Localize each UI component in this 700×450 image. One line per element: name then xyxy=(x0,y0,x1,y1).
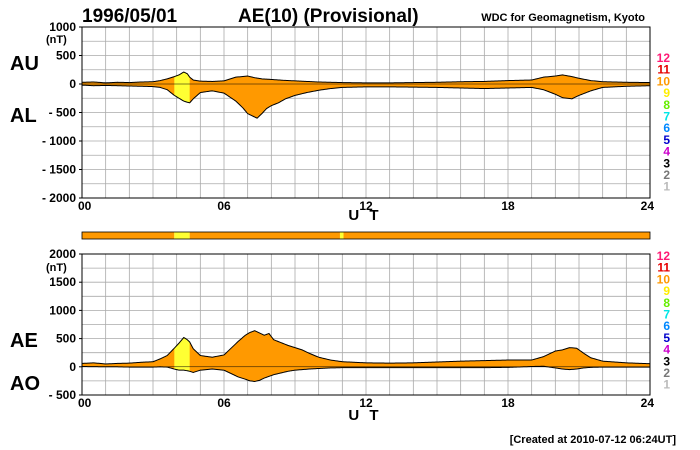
legend-number: 5 xyxy=(663,331,670,345)
x-tick-label: 24 xyxy=(641,396,655,410)
legend-number: 11 xyxy=(657,63,670,77)
status-bar xyxy=(81,231,651,240)
legend-number: 10 xyxy=(657,272,671,286)
series-line-ao xyxy=(81,365,650,382)
y-tick-label: 2000 xyxy=(49,247,76,261)
legend-number: 2 xyxy=(663,366,670,380)
status-bar-segment xyxy=(343,232,650,239)
y-tick-label: 500 xyxy=(56,49,76,63)
y-tick-label: 0 xyxy=(69,360,76,374)
x-tick-label: 24 xyxy=(641,199,655,213)
area-fill xyxy=(82,330,650,382)
au-al-lines xyxy=(81,71,651,119)
series-line-al xyxy=(81,84,651,119)
x-tick-label: 18 xyxy=(501,199,515,213)
au-label: AU xyxy=(10,53,39,75)
legend-number: 10 xyxy=(657,74,671,88)
x-tick-label: 12 xyxy=(359,396,373,410)
legend-number: 8 xyxy=(663,296,670,310)
area-fill-highlight xyxy=(174,337,190,372)
ae-ao-x-ticks: 00 06 12 18 24 xyxy=(78,396,654,410)
au-al-y-ticks: 1000 500 0 - 500 - 1000 - 1500 - 2000 xyxy=(42,20,82,205)
legend-number: 5 xyxy=(663,133,670,147)
plot-date: 1996/05/01 xyxy=(82,6,178,27)
legend-number: 2 xyxy=(663,168,670,182)
y-tick-label: 0 xyxy=(69,77,76,91)
legend-number: 9 xyxy=(663,86,670,100)
au-al-unit: (nT) xyxy=(46,34,67,46)
ae-ao-grid xyxy=(82,254,650,395)
status-bar-segment xyxy=(82,232,175,239)
au-al-panel: 1000 500 0 - 500 - 1000 - 1500 - 2000 00 06 12 18… xyxy=(10,20,654,224)
legend-number: 3 xyxy=(663,156,670,170)
legend-number: 8 xyxy=(663,98,670,112)
y-tick-label: 1000 xyxy=(49,20,76,34)
legend-number: 3 xyxy=(663,354,670,368)
legend-number: 7 xyxy=(663,110,670,124)
x-tick-label: 06 xyxy=(217,199,231,213)
ae-ao-unit: (nT) xyxy=(46,262,67,274)
y-tick-label: 1000 xyxy=(49,303,76,317)
legend-number: 9 xyxy=(663,284,670,298)
ae-ao-y-ticks: 2000 1500 1000 500 0 - 500 xyxy=(49,247,82,402)
y-tick-label: - 500 xyxy=(49,388,77,402)
legend-number: 12 xyxy=(657,51,671,65)
au-al-x-ticks: 00 06 12 18 24 xyxy=(78,199,654,213)
x-tick-label: 18 xyxy=(501,396,515,410)
legend-number: 6 xyxy=(663,319,670,333)
y-tick-label: - 500 xyxy=(49,106,77,120)
y-tick-label: - 1000 xyxy=(42,134,76,148)
x-tick-label: 12 xyxy=(359,199,373,213)
legend-number: 6 xyxy=(663,121,670,135)
area-fill xyxy=(82,72,650,119)
plot-title: AE(10) (Provisional) xyxy=(238,6,419,27)
x-tick-label: 00 xyxy=(78,396,92,410)
legend-number: 11 xyxy=(657,261,670,275)
area-fill-highlight xyxy=(174,72,190,103)
al-label: AL xyxy=(10,105,37,127)
status-bar-segment xyxy=(174,232,190,239)
legend-number: 1 xyxy=(663,378,670,392)
status-bar-segment xyxy=(189,232,340,239)
x-tick-label: 06 xyxy=(217,396,231,410)
y-tick-label: - 1500 xyxy=(42,163,76,177)
legend-number: 7 xyxy=(663,308,670,322)
legend-number: 4 xyxy=(663,145,670,159)
ae-ao-frame xyxy=(81,253,651,396)
legend-number: 4 xyxy=(663,343,670,357)
series-line-ae xyxy=(81,330,651,365)
legend-number: 1 xyxy=(663,180,670,194)
status-bar-frame xyxy=(81,231,651,240)
ae-ao-lines xyxy=(81,330,651,382)
created-timestamp: [Created at 2010-07-12 06:24UT] xyxy=(510,434,677,446)
ae-ao-area xyxy=(82,330,650,382)
au-al-grid xyxy=(82,27,650,198)
x-tick-label: 00 xyxy=(78,199,92,213)
status-bar-segment xyxy=(339,232,344,239)
y-tick-label: 1500 xyxy=(49,275,76,289)
ae-label: AE xyxy=(10,330,38,352)
au-al-area xyxy=(82,72,650,119)
y-tick-label: 500 xyxy=(56,332,76,346)
au-al-x-axis-title: U T xyxy=(348,207,381,224)
ae-ao-x-axis-title: U T xyxy=(348,407,381,424)
data-source: WDC for Geomagnetism, Kyoto xyxy=(481,12,645,24)
ae-ao-panel: 2000 1500 1000 500 0 - 500 00 06 12 18 24 (nT) AE… xyxy=(10,247,654,424)
y-tick-label: - 2000 xyxy=(42,191,76,205)
legend-number: 12 xyxy=(657,249,671,263)
ao-label: AO xyxy=(10,373,40,395)
series-line-au xyxy=(81,71,651,84)
